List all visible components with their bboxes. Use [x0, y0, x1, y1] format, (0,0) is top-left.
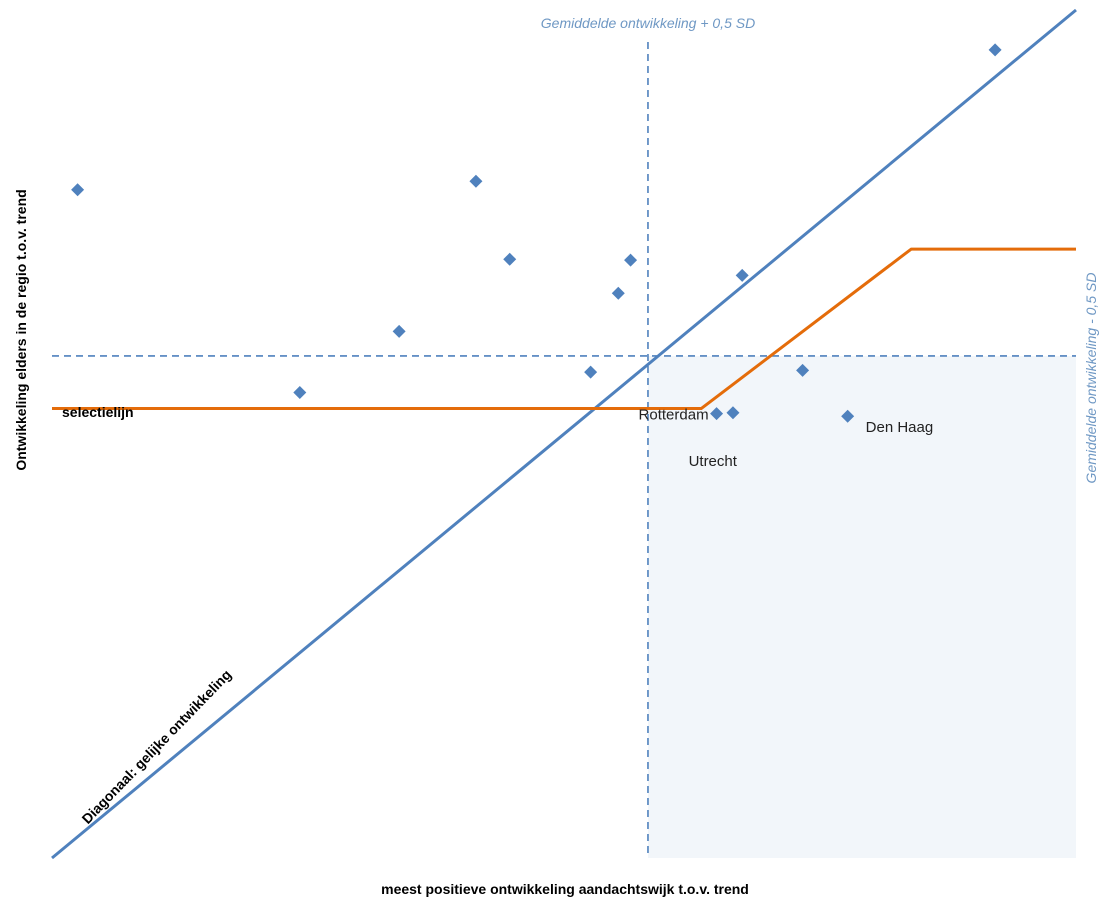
diagonal-line	[51, 8, 1077, 860]
data-point	[611, 286, 625, 300]
vertical-reference-label: Gemiddelde ontwikkeling + 0,5 SD	[541, 15, 755, 31]
data-points-layer	[71, 43, 1002, 423]
reference-lines-layer	[52, 42, 1076, 858]
point-label: Rotterdam	[639, 407, 709, 424]
data-point	[988, 43, 1002, 57]
x-axis-label: meest positieve ontwikkeling aandachtswi…	[381, 881, 749, 897]
data-point	[469, 174, 483, 188]
y-axis-label: Ontwikkeling elders in de regio t.o.v. t…	[13, 189, 29, 470]
shaded-quadrant	[647, 355, 1076, 858]
data-point	[735, 268, 749, 282]
data-point	[503, 252, 517, 266]
data-point	[710, 407, 724, 421]
lines-layer	[51, 8, 1077, 860]
selection-line	[52, 247, 1076, 411]
data-point	[71, 183, 85, 197]
point-label: Den Haag	[866, 419, 934, 436]
shaded-quadrant-layer	[647, 355, 1076, 858]
point-label: Utrecht	[689, 453, 738, 470]
selection-line-label: selectielijn	[62, 404, 134, 420]
data-point	[392, 324, 406, 338]
data-point	[841, 409, 855, 423]
horizontal-reference-label: Gemiddelde ontwikkeling - 0,5 SD	[1083, 273, 1099, 484]
data-point	[584, 365, 598, 379]
data-point	[624, 253, 638, 267]
data-point	[726, 406, 740, 420]
diagonal-label: Diagonaal: gelijke ontwikkeling	[79, 666, 235, 827]
data-point	[796, 363, 810, 377]
data-point	[293, 385, 307, 399]
